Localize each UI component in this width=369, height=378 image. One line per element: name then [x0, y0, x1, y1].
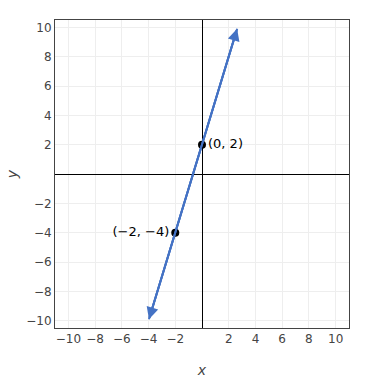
svg-text:−10: −10 [56, 332, 81, 346]
svg-text:x: x [197, 362, 207, 378]
svg-text:−6: −6 [113, 332, 131, 346]
svg-text:10: 10 [328, 332, 343, 346]
svg-text:y: y [4, 169, 20, 179]
svg-text:(−2, −4): (−2, −4) [113, 224, 170, 239]
svg-text:6: 6 [44, 79, 52, 93]
svg-text:−2: −2 [34, 197, 52, 211]
svg-text:−8: −8 [34, 285, 52, 299]
svg-text:−4: −4 [140, 332, 158, 346]
svg-text:2: 2 [44, 138, 52, 152]
svg-text:10: 10 [36, 21, 51, 35]
svg-text:8: 8 [44, 50, 52, 64]
svg-text:4: 4 [44, 109, 52, 123]
svg-text:(0, 2): (0, 2) [208, 136, 243, 151]
svg-text:4: 4 [252, 332, 260, 346]
svg-text:6: 6 [278, 332, 286, 346]
svg-text:2: 2 [225, 332, 233, 346]
svg-text:−10: −10 [26, 314, 51, 328]
svg-text:−8: −8 [86, 332, 104, 346]
svg-text:−4: −4 [34, 226, 52, 240]
svg-text:−2: −2 [166, 332, 184, 346]
svg-text:8: 8 [305, 332, 313, 346]
svg-text:−6: −6 [34, 255, 52, 269]
